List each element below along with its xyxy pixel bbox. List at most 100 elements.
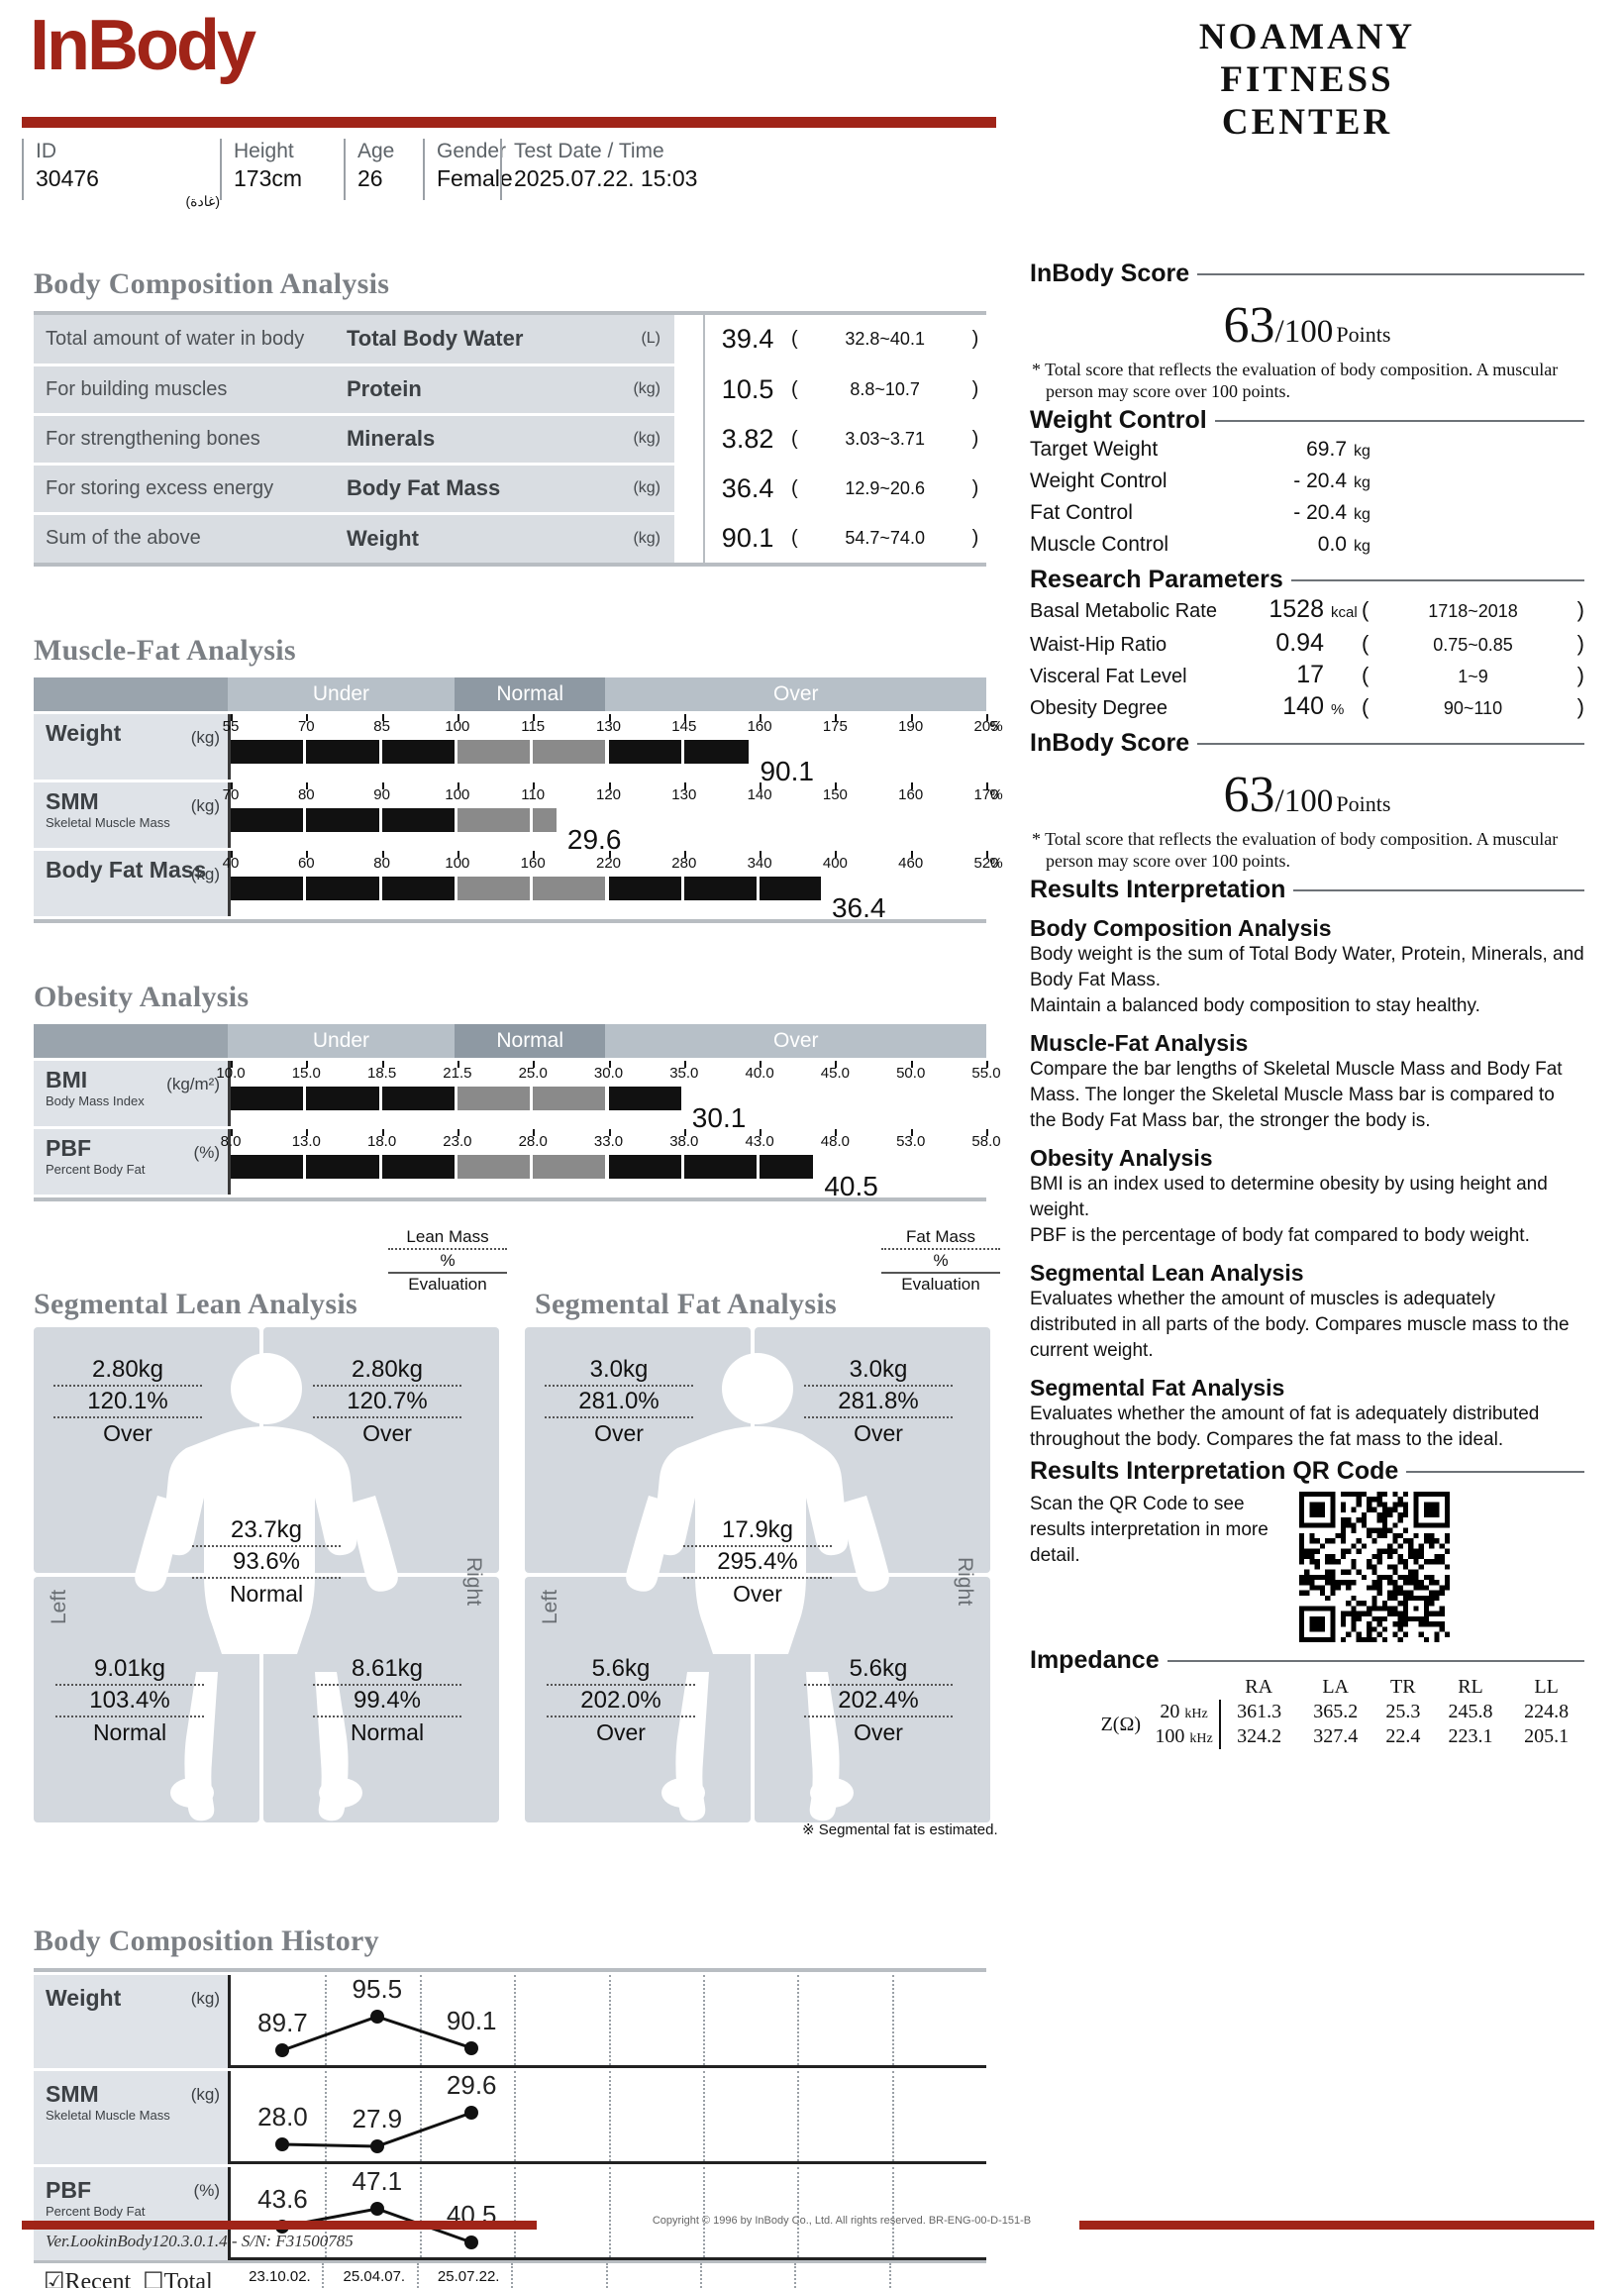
axis-tick-mark [381,1129,384,1136]
history-data-point [369,2139,384,2153]
history-mode-selector[interactable]: ☑Recent ☐Total [34,2263,228,2288]
segment-evaluation: Over [596,1719,646,1745]
history-gridline [325,1975,328,2065]
axis-tick-mark [986,1061,988,1068]
interpretation-paragraph: Evaluates whether the amount of muscles … [1030,1289,1570,1361]
history-data-label: 27.9 [352,2104,403,2133]
axis-ticks: 70 80 90 100 110 120 130 140 150 160 170% [223,782,1003,808]
history-gridline [891,2071,894,2161]
history-data-label: 90.1 [446,2005,497,2035]
axis-tick-label: 110 [521,786,546,803]
bca-paren-close: ) [964,462,986,513]
bca-paren-open: ( [783,363,806,414]
segment-leg-right: 8.61kg 99.4% Normal [313,1654,461,1748]
gender-label: Gender [437,140,507,162]
bar-segment [306,877,379,900]
interpretation-paragraph: BMI is an index used to determine obesit… [1030,1174,1548,1220]
axis-tick-label: 10.0 [216,1065,246,1082]
history-gridline [514,2167,517,2257]
segmental-lean-legend: Lean Mass % Evaluation [388,1226,507,1295]
history-gridline [514,1975,517,2065]
segment-arm-left: 3.0kg 281.0% Over [545,1355,693,1449]
wc-key: Target Weight [1030,438,1159,461]
history-gridline [325,2167,328,2257]
zone-over: Over [605,1024,986,1058]
axis-tick-mark [835,1061,838,1068]
bar-segment [381,1155,455,1179]
axis-percent-label: % [989,718,1003,735]
bca-unit: (kg) [594,363,675,414]
axis-tick-mark [306,1061,309,1068]
bar-segment [306,740,379,764]
axis-tick-mark [533,1129,536,1136]
bar-segment [683,1155,758,1179]
bca-name: Total Body Water [346,315,595,364]
axis-tick-mark [683,851,686,858]
segment-mass: 23.7kg [192,1515,341,1547]
metric-unit: (kg/m²) [166,1075,220,1093]
weight-control-rows: Target Weight 69.7 kg Weight Control - 20.4 k… [1030,435,1584,562]
rp-value: 0.94 [1275,629,1324,657]
zone-header-spacer [34,677,228,711]
weight-control-row: Target Weight 69.7 kg [1030,435,1584,467]
history-date-axis: 23.10.02.10:34 25.04.07.19:14 25.07.22.15:… [228,2263,986,2288]
impedance-z-label: Z(Ω) [1100,1713,1141,1735]
bca-paren-close: ) [964,511,986,563]
bar-value-label: 90.1 [760,756,814,786]
axis-tick-label: 53.0 [896,1133,926,1150]
axis-tick-label: 23.0 [443,1133,472,1150]
rp-paren-open: ( [1362,694,1370,719]
metric-subname: Skeletal Muscle Mass [46,815,170,830]
segment-percent: 281.8% [804,1387,953,1418]
axis-tick-label: 30.0 [593,1065,624,1082]
graph-row: PBF Percent Body Fat (%) 8.0 13.0 18.0 23.0 28.… [34,1126,1001,1201]
recent-checkbox[interactable]: ☑ [44,2269,65,2288]
segment-evaluation: Over [733,1581,782,1607]
segment-evaluation: Over [103,1420,152,1446]
segment-mass: 9.01kg [55,1654,204,1686]
impedance-value: 205.1 [1524,1725,1570,1747]
axis-tick-label: 70 [297,718,315,735]
history-date: 25.04.07. [343,2268,406,2285]
bar-segment [457,1087,531,1110]
segment-percent: 99.4% [313,1686,461,1717]
rp-value: 1528 [1269,595,1324,623]
impedance-value: 324.2 [1237,1725,1282,1747]
history-metric-subname: Percent Body Fat [46,2204,146,2219]
metric-unit: (%) [193,1143,220,1162]
rp-value: 17 [1296,661,1324,688]
impedance-header: Impedance [1030,1646,1584,1675]
axis-ticks: 40 60 80 100 160 220 280 340 400 460 520% [223,851,1003,877]
height-value: 173cm [234,165,303,191]
history-data-point [275,2137,290,2151]
segmental-fat-panel: 3.0kg 281.0% Over 3.0kg 281.8% Over 17.9kg 295.… [525,1327,990,1822]
qr-instruction-text: Scan the QR Code to see results interpre… [1030,1494,1269,1566]
graph-row-label: Weight (kg) [34,714,228,780]
body-silhouette-icon [626,1353,889,1821]
bca-paren-close: ) [964,363,986,414]
age-value: 26 [357,165,383,191]
inbody-score-points-label: Points [1336,322,1391,347]
bar-segment [608,1087,681,1110]
segment-evaluation: Normal [229,1581,304,1607]
history-data-label: 28.0 [257,2102,308,2132]
axis-tick-label: 115 [521,718,546,735]
qr-code-image[interactable] [1299,1492,1450,1642]
axis-tick-label: 43.0 [745,1133,774,1150]
segment-percent: 93.6% [192,1547,341,1579]
obesity-title: Obesity Analysis [34,981,250,1013]
bca-paren-open: ( [791,327,798,350]
total-checkbox[interactable]: ☐ [137,2269,164,2288]
history-gridline [322,2263,325,2288]
axis-tick-mark [910,714,913,721]
bar-segment [608,877,681,900]
bar-segment [231,877,304,900]
history-gridline [794,2263,797,2288]
qr-title: Results Interpretation QR Code [1030,1457,1399,1485]
axis-tick-mark [760,1061,762,1068]
qr-header: Results Interpretation QR Code [1030,1457,1584,1486]
history-gridline [419,1975,422,2065]
rp-key: Visceral Fat Level [1030,666,1187,687]
axis-tick-label: 80 [297,786,315,803]
axis-tick-label: 100 [445,786,470,803]
